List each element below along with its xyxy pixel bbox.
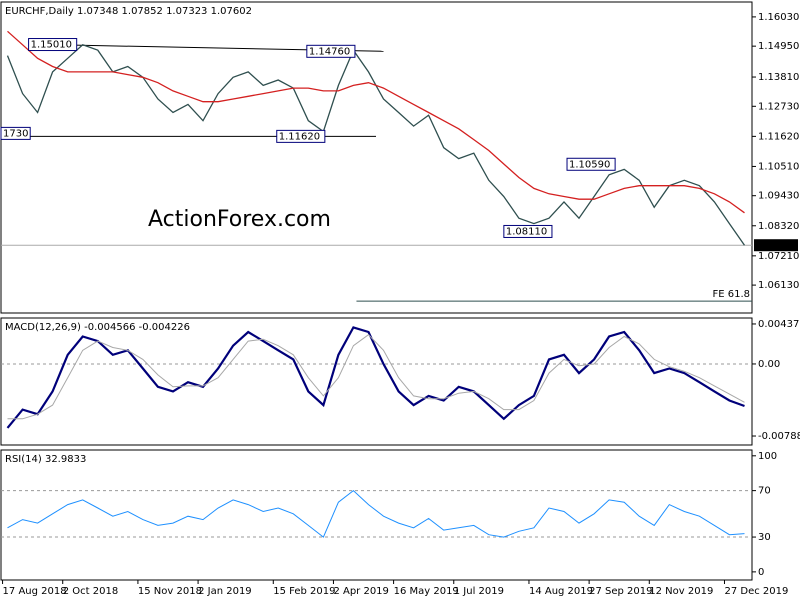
panel-frame [0, 1, 753, 314]
x-tick-label: 27 Sep 2019 [589, 586, 652, 597]
series-line [7, 489, 745, 538]
panel-title: RSI(14) 32.9833 [5, 454, 86, 465]
annotation-label: 1.10590 [569, 159, 610, 170]
x-tick-label: 2 Jan 2019 [198, 586, 252, 597]
y-tick-label: 1.11620 [758, 131, 799, 142]
annotation-box [566, 157, 616, 171]
y-tick-label: 1.09430 [758, 191, 799, 202]
annotation-label: 1730 [3, 128, 28, 139]
x-tick-label: 15 Feb 2019 [273, 586, 335, 597]
y-tick-label: 1.16030 [758, 12, 799, 23]
x-tick-label: 14 Aug 2019 [529, 586, 593, 597]
x-tick-label: 2 Apr 2019 [333, 586, 388, 597]
y-tick-label: 1.07210 [758, 251, 799, 262]
annotation-label: 1.15010 [31, 40, 72, 51]
annotation-label: 1.08110 [506, 226, 547, 237]
y-tick-label: 1.13810 [758, 72, 799, 83]
y-tick-label: 100 [758, 451, 777, 462]
y-tick-label: 1.12730 [758, 101, 799, 112]
panel-frame [0, 317, 753, 446]
x-tick-label: 12 Nov 2019 [649, 586, 713, 597]
watermark: ActionForex.com [148, 207, 331, 232]
series-line [7, 334, 745, 420]
last-price-label: 1.07602 [757, 240, 798, 251]
annotation-label: 1.11620 [279, 131, 320, 142]
x-tick-label: 17 Aug 2018 [3, 586, 67, 597]
annotation-box [276, 129, 326, 143]
x-tick-label: 15 Nov 2018 [138, 586, 202, 597]
y-tick-label: 1.10510 [758, 161, 799, 172]
x-tick-label: 1 Jul 2019 [454, 586, 504, 597]
y-tick-label: 0 [758, 567, 764, 578]
y-tick-label: 1.08320 [758, 221, 799, 232]
annotation-label: 1.14760 [309, 46, 350, 57]
annotation-box [28, 38, 78, 52]
y-tick-label: 70 [758, 486, 771, 497]
fe-label: FE 61.8 [712, 289, 750, 300]
annotation-box [503, 224, 553, 238]
x-tick-label: 27 Dec 2019 [724, 586, 788, 597]
y-tick-label: -0.007887 [758, 431, 800, 442]
x-tick-label: 16 May 2019 [394, 586, 459, 597]
y-tick-label: 1.06130 [758, 280, 799, 291]
annotation-box [306, 44, 356, 58]
y-tick-label: 30 [758, 532, 771, 543]
y-tick-label: 0.00 [758, 359, 780, 370]
series-line [7, 30, 745, 214]
last-price-box [754, 239, 798, 252]
y-tick-label: 1.14950 [758, 41, 799, 52]
panel-frame [0, 449, 753, 581]
panel-title: MACD(12,26,9) -0.004566 -0.004226 [5, 322, 190, 333]
y-tick-label: 0.004378 [758, 319, 800, 330]
annotation-box [0, 126, 31, 140]
panel-title: EURCHF,Daily 1.07348 1.07852 1.07323 1.0… [5, 6, 252, 17]
x-tick-label: 2 Oct 2018 [63, 586, 118, 597]
series-line [6, 326, 745, 429]
